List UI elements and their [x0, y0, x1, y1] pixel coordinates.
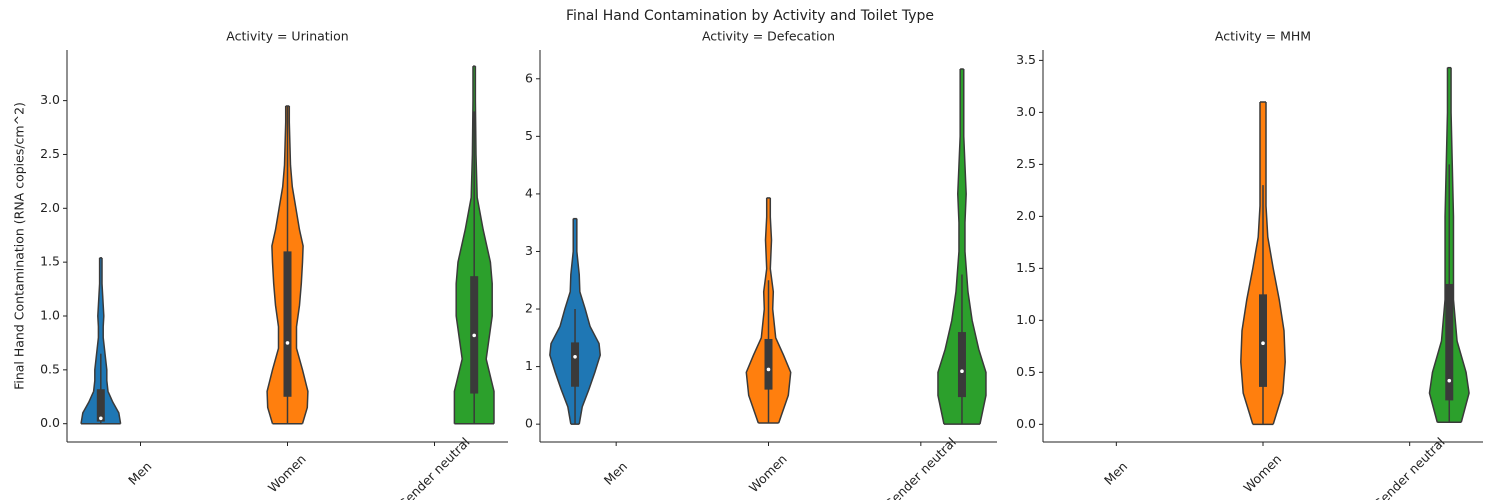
y-tick-label: 0.5: [1016, 364, 1036, 379]
y-tick-label: 0: [525, 416, 533, 431]
violin-right: [963, 68, 987, 425]
y-tick-label: 3.0: [40, 92, 60, 107]
median: [285, 341, 290, 345]
median: [472, 333, 476, 338]
violin-left: [937, 68, 961, 425]
y-tick-label: 3: [525, 243, 533, 258]
y-tick-label: 4: [525, 185, 533, 200]
y-tick-label: 1.0: [40, 308, 60, 323]
violin-right: [1265, 101, 1286, 425]
y-tick-label: 5: [525, 128, 533, 143]
box: [764, 338, 773, 390]
box: [96, 389, 105, 422]
violin-right: [576, 218, 601, 425]
violin: [1428, 66, 1470, 423]
y-axis-label: Final Hand Contamination (RNA copies/cm^…: [12, 102, 27, 390]
y-tick-label: 1.5: [1016, 260, 1036, 275]
x-tick-label: Men: [1101, 459, 1130, 488]
y-tick-label: 0.0: [40, 415, 60, 430]
violin: [266, 105, 309, 425]
box: [283, 251, 292, 397]
y-tick-label: 0.5: [40, 361, 60, 376]
violin: [80, 257, 122, 425]
violin: [937, 68, 987, 425]
median: [960, 369, 964, 373]
violin-left: [80, 257, 101, 424]
y-tick-label: 1.0: [1016, 312, 1036, 327]
violin: [745, 197, 792, 424]
box: [1259, 294, 1267, 387]
y-tick-label: 1: [525, 358, 533, 373]
violin: [453, 65, 495, 425]
median: [573, 355, 577, 359]
violin-left: [1428, 67, 1449, 423]
violin-fill: [937, 68, 986, 425]
violin-right: [769, 197, 792, 424]
violin-left: [266, 106, 287, 424]
median: [99, 416, 103, 421]
violin-right: [474, 66, 495, 424]
x-tick-label: Women: [1240, 451, 1284, 495]
violin-left: [745, 197, 768, 424]
y-tick-label: 0.0: [1016, 416, 1036, 431]
box: [1445, 283, 1454, 401]
violin: [549, 217, 601, 425]
x-tick-label: Women: [265, 451, 309, 495]
panel-title: Activity = Urination: [226, 29, 348, 44]
x-tick-label: Gender neutral: [395, 434, 473, 500]
y-tick-label: 2.0: [1016, 208, 1036, 223]
y-tick-label: 6: [525, 70, 533, 85]
median: [766, 367, 771, 372]
x-tick-label: Men: [601, 459, 630, 488]
median: [1447, 378, 1452, 383]
y-tick-label: 2.5: [1016, 156, 1036, 171]
violin-left: [453, 66, 474, 424]
panel-title: Activity = Defecation: [702, 29, 835, 44]
violin-fill: [81, 257, 121, 424]
x-tick-label: Gender neutral: [1370, 434, 1448, 500]
figure-title: Final Hand Contamination by Activity and…: [566, 8, 934, 24]
box: [957, 332, 966, 398]
violin-right: [1450, 67, 1470, 423]
y-tick-label: 2.5: [40, 146, 60, 161]
violin-right: [288, 106, 309, 424]
median: [1261, 341, 1265, 346]
violin: [1240, 101, 1286, 426]
violin-right: [101, 257, 122, 424]
violin-left: [1240, 101, 1261, 425]
x-tick-label: Women: [746, 451, 790, 495]
panel-title: Activity = MHM: [1215, 29, 1311, 44]
y-tick-label: 1.5: [40, 254, 60, 269]
y-tick-label: 2: [525, 301, 533, 316]
x-tick-label: Gender neutral: [881, 434, 959, 500]
y-tick-label: 3.5: [1016, 52, 1036, 67]
x-tick-label: Men: [125, 459, 154, 488]
box: [571, 342, 580, 387]
violin-left: [549, 218, 574, 425]
y-tick-label: 3.0: [1016, 104, 1036, 119]
y-tick-label: 2.0: [40, 200, 60, 215]
